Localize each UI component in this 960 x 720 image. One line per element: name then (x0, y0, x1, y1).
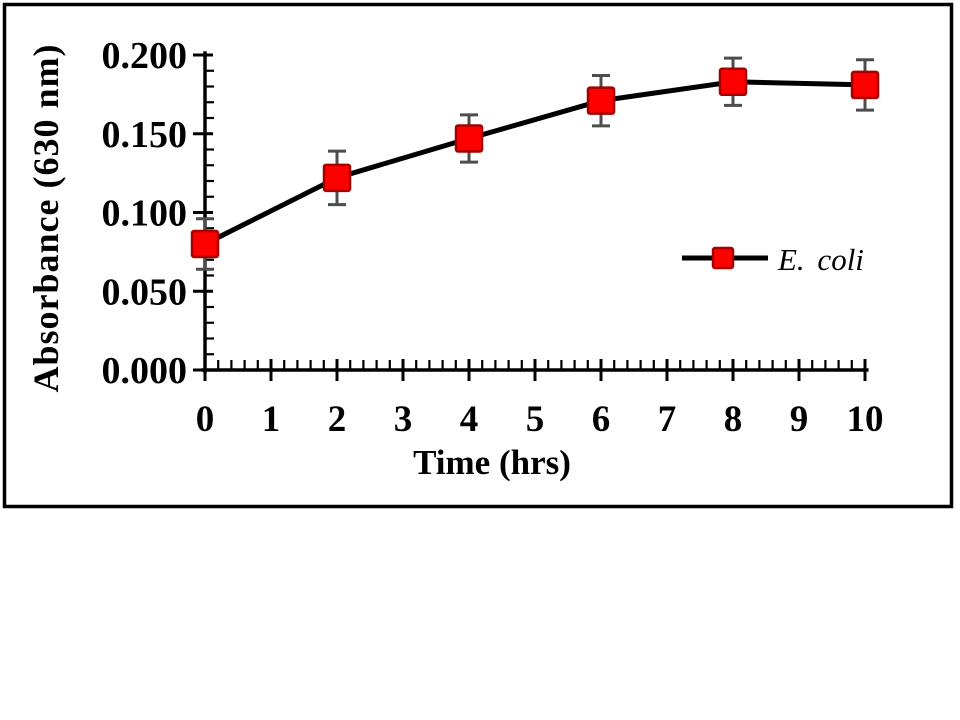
legend: E. coli (682, 242, 864, 277)
axes: 0.000 0.050 0.100 0.150 0.200 0 1 2 3 4 5 6 7 8 9 10 (102, 35, 884, 440)
y-tick-label: 0.050 (102, 271, 188, 313)
data-point-marker (850, 70, 880, 100)
x-axis-title: Time (hrs) (413, 443, 571, 482)
chart-border (2, 2, 954, 509)
legend-series-label: E. coli (777, 242, 864, 277)
x-tick-label: 9 (790, 399, 809, 440)
data-point-marker (586, 86, 616, 115)
data-point-marker (322, 163, 352, 193)
legend-marker-icon (711, 246, 735, 270)
data-point-marker (718, 67, 748, 97)
data-point-marker (190, 229, 220, 259)
series-line (202, 79, 868, 247)
y-axis-title: Absorbance (630 nm) (26, 44, 66, 393)
x-tick-label: 6 (592, 399, 611, 440)
y-tick-label: 0.150 (102, 114, 188, 156)
x-tick-label: 1 (262, 399, 281, 440)
x-tick-label: 0 (196, 399, 215, 440)
x-tick-label: 7 (658, 399, 677, 440)
data-point-marker (454, 124, 484, 153)
x-tick-label: 10 (847, 399, 884, 440)
plot-series (190, 56, 880, 271)
x-tick-label: 8 (724, 399, 743, 440)
y-tick-label: 0.200 (102, 35, 188, 77)
x-tick-label: 5 (526, 399, 545, 440)
y-tick-label: 0.000 (102, 350, 188, 392)
x-tick-label: 3 (394, 399, 413, 440)
y-tick-label: 0.100 (102, 193, 188, 235)
x-tick-label: 2 (328, 399, 347, 440)
x-tick-label: 4 (460, 399, 479, 440)
